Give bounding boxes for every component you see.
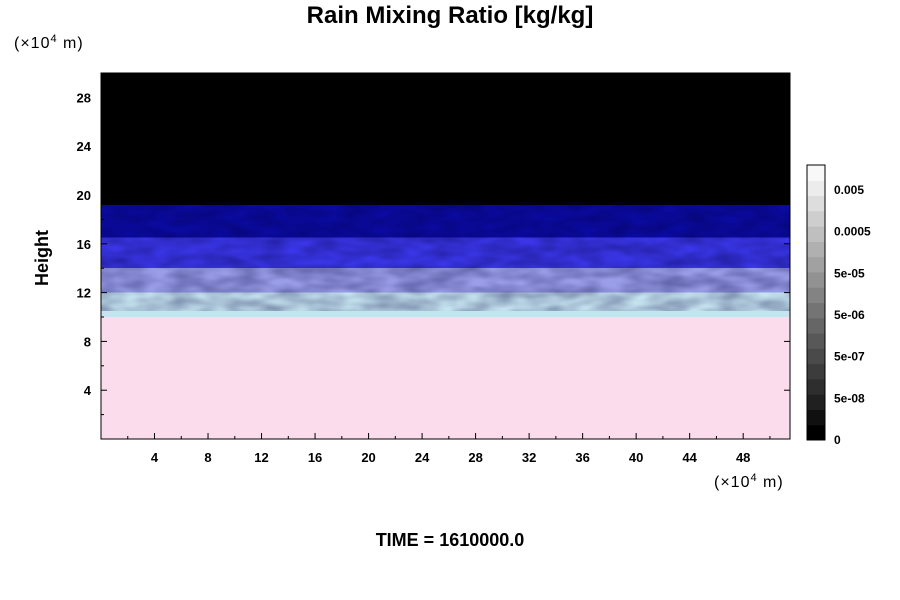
x-unit-prefix: (×10 [714,474,751,491]
colorbar-frame [806,164,826,441]
x-unit-suffix: m) [757,474,784,491]
y-tick-label: 28 [77,90,91,105]
plot-frame [100,72,791,440]
y-unit-suffix: m) [57,35,84,52]
colorbar-segment [807,180,825,197]
y-tick-label: 24 [77,139,92,154]
colorbar-label: 0 [834,433,841,447]
colorbar-segment [807,394,825,410]
colorbar-segment [807,195,825,212]
x-tick-label: 32 [522,450,536,465]
colorbar-segment [807,256,825,273]
colorbar-segment [807,348,825,365]
colorbar-segment [807,409,825,426]
colorbar-segment [807,378,825,395]
colorbar: 0.005 0.0005 5e-05 5e-06 5e-07 5e-08 0 [806,164,871,447]
y-unit-exponent: 4 [50,33,58,45]
chart-title: Rain Mixing Ratio [kg/kg] [306,2,594,29]
colorbar-label: 5e-06 [834,308,865,322]
x-tick-label: 36 [575,450,589,465]
colorbar-segment [807,363,825,380]
colorbar-segment [807,165,825,181]
x-tick-label: 16 [308,450,322,465]
x-axis-unit: (×104 m) [714,472,784,492]
colorbar-label: 0.0005 [834,225,871,239]
colorbar-label: 5e-08 [834,391,865,405]
colorbar-segment [807,317,825,334]
y-tick-label: 20 [77,188,91,203]
x-tick-label: 48 [736,450,750,465]
x-tick-label: 24 [415,450,430,465]
x-unit-exponent: 4 [750,472,758,484]
y-tick-label: 8 [84,334,91,349]
colorbar-segment [807,226,825,242]
x-tick-label: 20 [361,450,375,465]
y-tick-label: 12 [77,286,91,301]
colorbar-segment [807,302,825,319]
y-unit-prefix: (×10 [14,35,51,52]
y-axis-unit: (×104 m) [14,33,84,53]
colorbar-label: 5e-05 [834,266,865,280]
x-tick-label: 40 [629,450,643,465]
y-axis-label: Height [32,230,52,286]
y-tick-label: 4 [84,383,92,398]
colorbar-segment [807,241,825,258]
field-texture [101,202,790,311]
colorbar-segment [807,333,825,349]
x-tick-label: 4 [151,450,159,465]
x-tick-label: 8 [204,450,211,465]
colorbar-segment [807,271,825,288]
colorbar-segment [807,287,825,303]
x-tick-label: 28 [468,450,482,465]
colorbar-segment [807,424,825,441]
time-label: TIME = 1610000.0 [375,530,525,550]
heatmap-field [101,73,790,439]
colorbar-label: 0.005 [834,183,864,197]
colorbar-label: 5e-07 [834,350,865,364]
x-tick-label: 12 [254,450,268,465]
x-tick-label: 44 [682,450,697,465]
colorbar-segment [807,210,825,227]
y-tick-label: 16 [77,237,91,252]
